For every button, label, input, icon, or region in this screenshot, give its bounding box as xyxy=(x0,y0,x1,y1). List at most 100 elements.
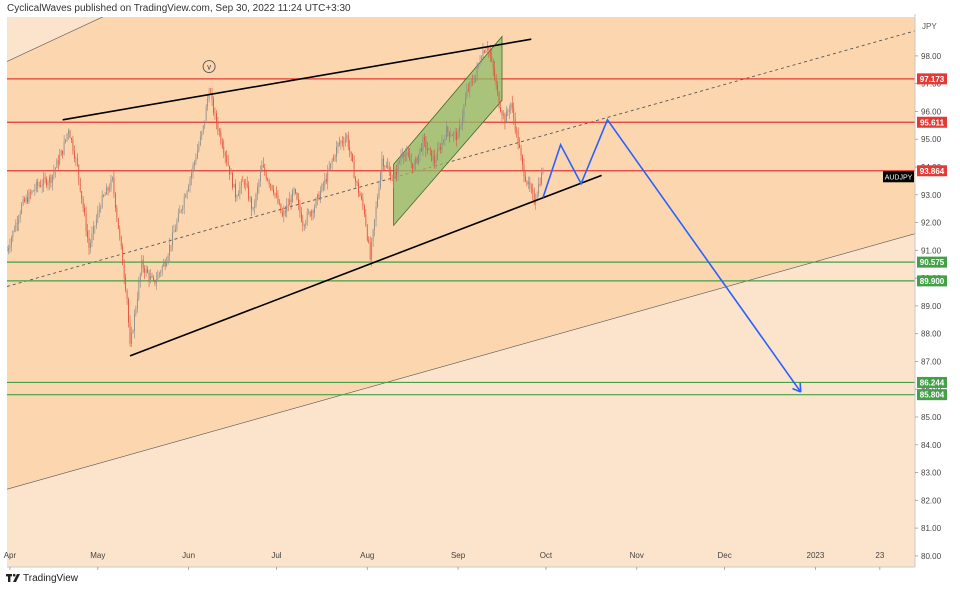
y-tick-label: 89.00 xyxy=(921,302,942,311)
candle-body xyxy=(73,151,75,159)
candle-body xyxy=(399,160,400,163)
candle-body xyxy=(122,246,124,265)
candle-body xyxy=(224,153,226,156)
candle-body xyxy=(98,209,100,212)
level-tag-label: 95.611 xyxy=(920,118,945,127)
candle-body xyxy=(321,184,323,192)
level-tag-label: 86.244 xyxy=(920,378,945,387)
candle-body xyxy=(119,228,121,237)
symbol-tag-label: AUDJPY xyxy=(885,174,913,181)
candle-body xyxy=(120,236,122,247)
candle-body xyxy=(429,148,431,150)
candle-body xyxy=(216,113,217,124)
candle-body xyxy=(375,206,377,220)
candle-body xyxy=(434,156,436,163)
candle-body xyxy=(523,164,525,177)
candle-body xyxy=(30,192,31,194)
candle-body xyxy=(516,130,518,132)
candle-body xyxy=(519,144,520,148)
candle-body xyxy=(126,290,128,300)
candle-body xyxy=(526,181,528,185)
candle-body xyxy=(13,230,15,232)
candle-body xyxy=(183,197,185,207)
candle-body xyxy=(19,213,21,219)
candle-body xyxy=(21,204,23,214)
candle-body xyxy=(213,98,214,113)
candle-body xyxy=(296,193,298,200)
candle-body xyxy=(343,142,345,144)
candle-body xyxy=(447,126,449,132)
candle-body xyxy=(106,187,107,195)
candle-body xyxy=(385,165,387,167)
y-tick-label: 96.00 xyxy=(921,107,942,116)
price-level-tags: 97.173 95.611 93.864 90.575 89.900 86.244 85.8… xyxy=(917,73,947,401)
outer-trendlines xyxy=(7,17,915,490)
level-tag xyxy=(917,256,947,268)
candle-body xyxy=(281,212,283,216)
candle-body xyxy=(426,149,428,151)
candle-body xyxy=(432,156,434,161)
candle-body xyxy=(202,125,204,132)
candle-body xyxy=(186,191,188,197)
candle-body xyxy=(66,133,68,140)
candle-body xyxy=(353,161,355,179)
y-tick-label: 84.00 xyxy=(921,441,942,450)
candle-body xyxy=(180,210,182,211)
candle-body xyxy=(163,262,165,267)
candle-body xyxy=(473,81,475,83)
candle-body xyxy=(359,193,361,197)
candle-body xyxy=(312,211,314,213)
candle-body xyxy=(204,120,206,126)
candle-body xyxy=(199,136,201,145)
candle-body xyxy=(299,203,301,213)
y-tick-label: 81.00 xyxy=(921,524,942,533)
candle-body xyxy=(44,177,46,180)
candle-body xyxy=(305,222,307,226)
candle-body xyxy=(325,179,327,183)
candle-body xyxy=(18,218,20,224)
candle-body xyxy=(261,165,263,172)
candle-body xyxy=(161,266,163,272)
candle-body xyxy=(243,181,245,185)
candle-body xyxy=(95,219,97,226)
candle-body xyxy=(494,68,496,79)
candle-body xyxy=(491,56,493,61)
candle-body xyxy=(258,181,260,188)
candle-body xyxy=(175,229,176,232)
candle-body xyxy=(218,130,220,132)
candle-body xyxy=(101,195,103,208)
footer-brand-label: TradingView xyxy=(23,572,79,584)
candle-body xyxy=(274,193,276,194)
y-tick-label: 88.00 xyxy=(921,330,942,339)
x-tick-label: Oct xyxy=(540,551,553,560)
level-tag-label: 89.900 xyxy=(920,277,945,286)
upper-channel-line xyxy=(62,38,532,121)
candle-body xyxy=(125,277,127,291)
symbol-tag-box xyxy=(883,171,914,183)
candle-body xyxy=(257,187,258,195)
candle-body xyxy=(532,189,534,193)
candle-body xyxy=(220,131,222,142)
candle-body xyxy=(16,223,18,224)
x-tick-label: 2023 xyxy=(807,551,825,560)
candle-body xyxy=(208,93,210,99)
candle-body xyxy=(340,141,342,144)
candle-body xyxy=(450,135,452,137)
candle-body xyxy=(520,147,522,156)
candle-body xyxy=(336,146,337,157)
candle-body xyxy=(135,308,137,315)
candle-body xyxy=(229,165,231,175)
candle-body xyxy=(303,225,305,227)
candle-body xyxy=(479,61,481,64)
candle-body xyxy=(402,153,403,157)
x-tick-label: Dec xyxy=(717,551,731,560)
candle-body xyxy=(377,197,378,207)
candle-body xyxy=(425,140,427,150)
candle-body xyxy=(270,184,272,186)
candle-body xyxy=(486,47,488,50)
footer-brand[interactable]: TradingView xyxy=(6,571,78,585)
candle-body xyxy=(41,185,43,187)
y-tick-label: 98.00 xyxy=(921,52,942,61)
candle-body xyxy=(15,223,17,231)
candle-body xyxy=(371,241,373,259)
